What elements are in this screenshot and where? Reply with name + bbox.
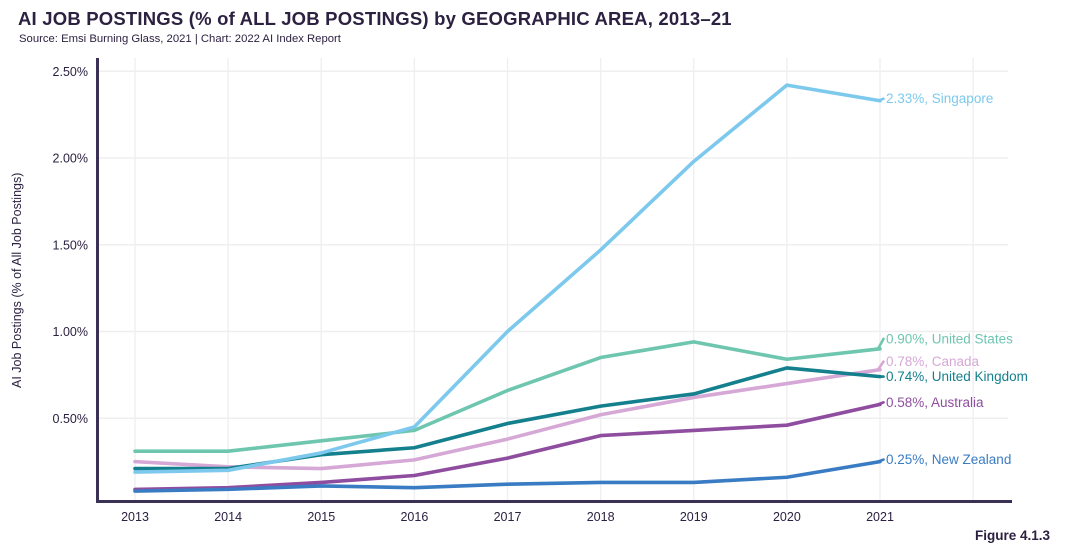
chart-source: Source: Emsi Burning Glass, 2021 | Chart… [19,33,341,45]
series-line-united-states [133,340,882,454]
x-tick-label: 2014 [214,510,242,524]
x-tick-label: 2018 [587,510,615,524]
series-line-singapore [133,83,882,474]
y-tick-label: 2.00% [53,152,88,166]
series-end-label-australia: 0.58%, Australia [886,395,984,410]
x-tick-label: 2019 [680,510,708,524]
x-tick-label: 2013 [121,510,149,524]
y-tick-label: 2.50% [53,65,88,79]
y-tick-label: 1.00% [53,325,88,339]
x-tick-label: 2017 [494,510,522,524]
x-tick-label: 2016 [400,510,428,524]
x-tick-label: 2021 [866,510,894,524]
series-end-label-singapore: 2.33%, Singapore [886,91,993,106]
series-label-connector [876,97,885,103]
chart-title: AI JOB POSTINGS (% of ALL JOB POSTINGS) … [18,8,732,29]
series-line-canada [133,367,882,471]
series-label-connector [876,401,885,406]
series-end-label-new-zealand: 0.25%, New Zealand [886,452,1011,467]
series-label-connector [876,360,885,371]
y-tick-label: 0.50% [53,412,88,426]
series-line-new-zealand [133,459,882,493]
series-end-label-canada: 0.78%, Canada [886,354,980,369]
y-tick-label: 1.50% [53,238,88,252]
figure-label: Figure 4.1.3 [974,528,1050,543]
series-label-connector [876,337,885,351]
series-line-australia [133,402,882,492]
x-tick-label: 2020 [773,510,801,524]
series-end-label-united-kingdom: 0.74%, United Kingdom [886,369,1028,384]
series-end-label-united-states: 0.90%, United States [886,331,1013,346]
series-label-connector [876,458,885,463]
x-tick-label: 2015 [307,510,335,524]
